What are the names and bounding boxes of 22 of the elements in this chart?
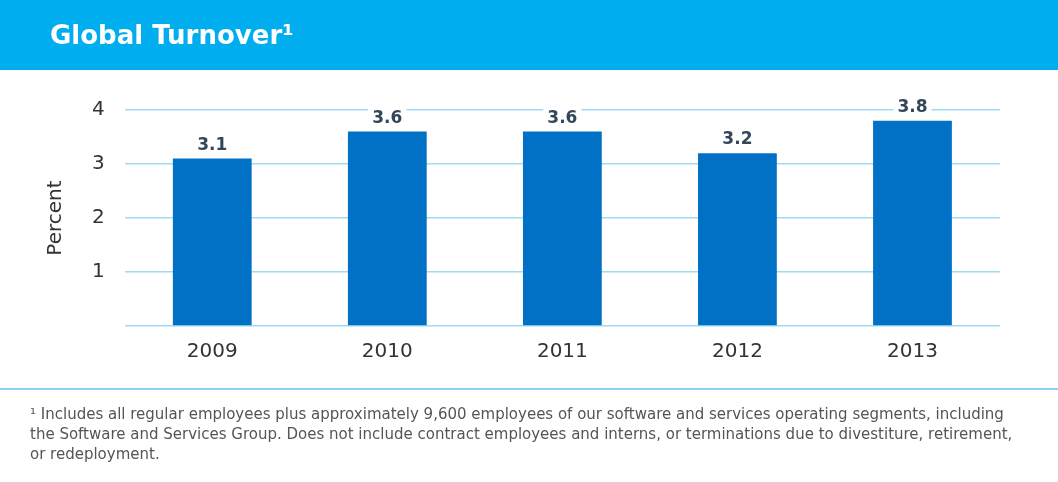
data-label: 3.2 [722,128,753,149]
text: ¹ Includes all regular employees plus approximately 9,600 employees of our software and services operating segments, including the Software and Services Group. Does not include contract employees and interns, or terminations due to divestiture, retirement, or redeployment. [0,388,1058,464]
y-tick-label: 3 [91,150,105,175]
y-tick-label: 4 [91,96,105,121]
bar [347,131,427,326]
x-tick-label: 2011 [536,338,588,363]
x-tick-label: 2009 [186,338,238,363]
bar [698,153,777,326]
data-label: 3.6 [372,106,403,127]
bar [522,131,602,326]
data-label: 3.6 [547,106,578,127]
x-tick-label: 2010 [361,338,413,363]
y-tick-label: 2 [91,204,105,229]
chart-title: Global Turnover¹ [0,0,1058,70]
y-axis-title: Percent [42,180,67,256]
bar [873,120,952,326]
x-tick-label: 2013 [887,338,938,363]
data-label: 3.8 [897,95,928,116]
y-tick-label: 1 [91,258,105,283]
data-label: 3.1 [197,133,228,154]
bar [172,158,252,326]
x-tick-label: 2012 [711,338,763,363]
